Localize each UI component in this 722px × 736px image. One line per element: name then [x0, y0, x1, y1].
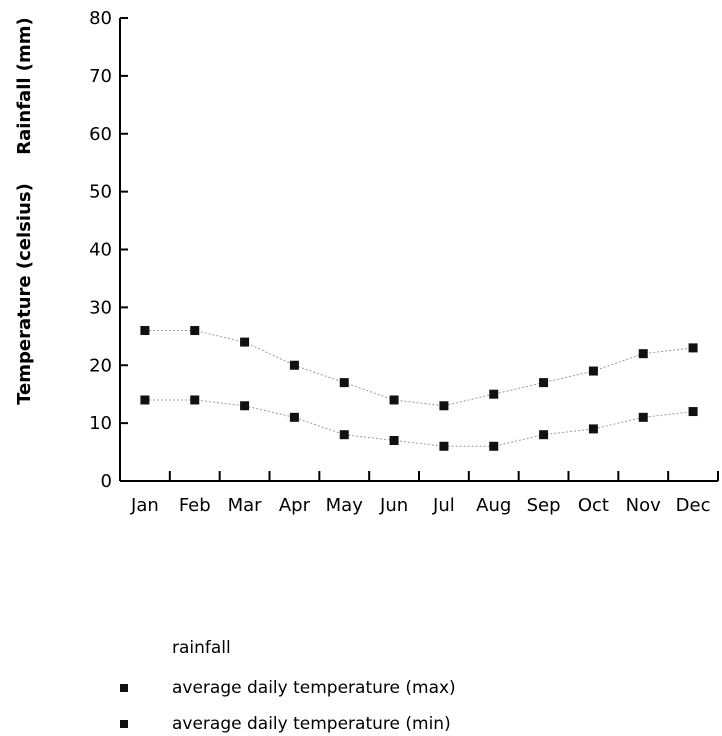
data-point — [588, 424, 598, 434]
y-ticks: 0 10 20 30 40 50 60 70 80 — [89, 8, 128, 492]
data-point — [190, 395, 200, 405]
axes — [119, 18, 718, 482]
x-tick-label: Sep — [527, 495, 561, 516]
x-tick-label: Oct — [578, 495, 609, 516]
x-tick-label: Jun — [379, 495, 408, 516]
data-point — [289, 412, 299, 422]
data-point — [439, 441, 449, 451]
x-tick-label: Mar — [228, 495, 263, 516]
y-tick-label: 20 — [89, 355, 112, 376]
data-point — [539, 378, 549, 388]
data-point — [339, 378, 349, 388]
chart: 0 10 20 30 40 50 60 70 80 Jan Feb Mar Apr May Jun Jul A… — [14, 8, 719, 516]
y-tick-label: 0 — [101, 471, 112, 492]
data-point — [489, 441, 499, 451]
x-tick-label: May — [326, 495, 364, 516]
data-point — [240, 337, 250, 347]
data-point — [688, 407, 698, 417]
data-point — [439, 401, 449, 411]
square-marker-icon — [120, 720, 128, 728]
data-point — [539, 430, 549, 440]
data-point — [240, 401, 250, 411]
series-line-1 — [144, 399, 694, 447]
y-tick-label: 10 — [89, 413, 112, 434]
series-lines — [144, 330, 694, 447]
x-tick-label: Jan — [130, 495, 159, 516]
data-point — [489, 389, 499, 399]
square-marker-icon — [120, 684, 128, 692]
y-tick-label: 70 — [89, 66, 112, 87]
x-tick-label: Aug — [476, 495, 511, 516]
x-tick-label: Feb — [179, 495, 211, 516]
x-tick-label: Jul — [432, 495, 455, 516]
data-point — [140, 326, 150, 336]
x-tick-label: Apr — [279, 495, 311, 516]
data-point — [638, 412, 648, 422]
data-point — [190, 326, 200, 336]
data-point — [389, 395, 399, 405]
data-point — [289, 360, 299, 370]
legend-label-max: average daily temperature (max) — [172, 678, 456, 698]
y-tick-label: 80 — [89, 8, 112, 29]
y-tick-label: 50 — [89, 182, 112, 203]
y-tick-label: 60 — [89, 124, 112, 145]
legend-label-rainfall: rainfall — [172, 638, 231, 658]
y-axis-label-rainfall: Rainfall (mm) — [14, 17, 35, 155]
data-point — [389, 435, 399, 445]
data-point — [638, 349, 648, 359]
data-point — [140, 395, 150, 405]
data-point — [688, 343, 698, 353]
y-tick-label: 30 — [89, 297, 112, 318]
x-tick-label: Nov — [626, 495, 661, 516]
series-points — [140, 326, 698, 451]
x-tick-label: Dec — [676, 495, 711, 516]
x-ticks: Jan Feb Mar Apr May Jun Jul Aug Sep Oct Nov Dec — [130, 471, 719, 516]
data-point — [339, 430, 349, 440]
series-line-0 — [144, 330, 694, 407]
data-point — [588, 366, 598, 376]
y-tick-label: 40 — [89, 240, 112, 261]
y-axis-label-temperature: Temperature (celsius) — [14, 183, 35, 405]
